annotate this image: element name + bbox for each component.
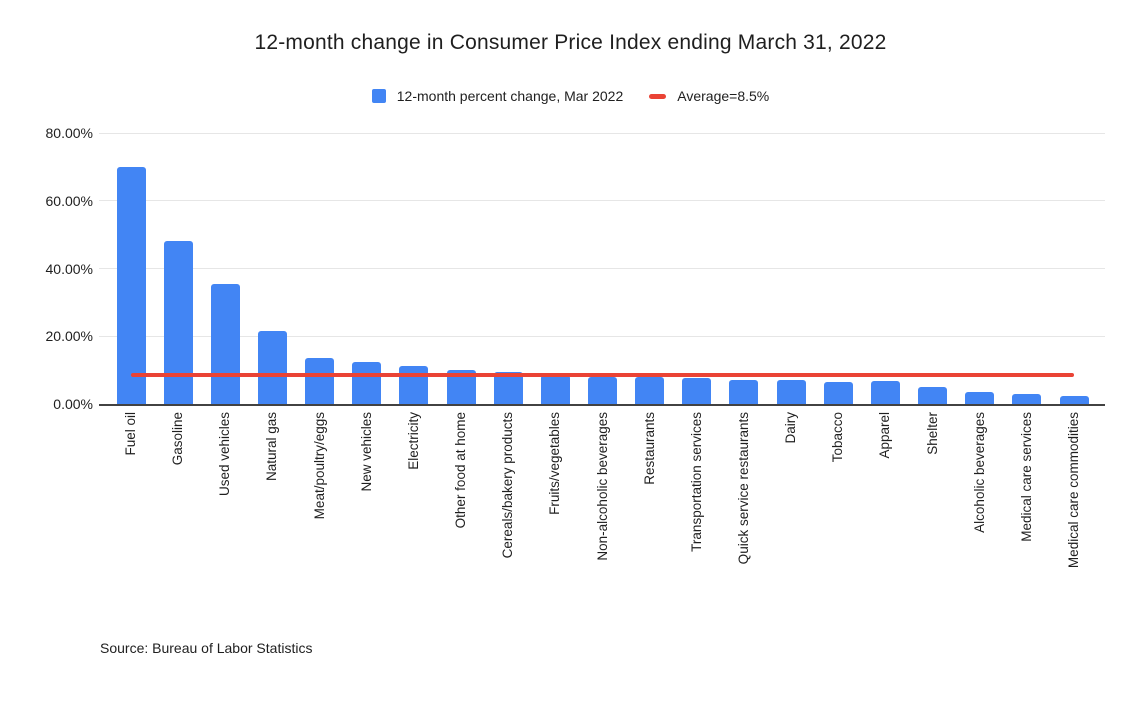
bar[interactable] bbox=[1059, 395, 1089, 404]
bar[interactable] bbox=[399, 366, 429, 404]
legend-series-label: 12-month percent change, Mar 2022 bbox=[396, 88, 624, 104]
bar[interactable] bbox=[1012, 394, 1042, 404]
x-axis-label: Shelter bbox=[924, 412, 940, 455]
bar[interactable] bbox=[635, 376, 665, 404]
bar[interactable] bbox=[210, 284, 240, 404]
x-axis-line bbox=[99, 404, 1105, 406]
y-gridline bbox=[99, 200, 1105, 202]
x-axis-label: Cereals/bakery products bbox=[500, 412, 516, 559]
x-axis-label: Fuel oil bbox=[123, 412, 138, 456]
x-axis-label: Natural gas bbox=[264, 412, 280, 482]
y-axis-tick-label: 20.00% bbox=[45, 328, 93, 345]
bar[interactable] bbox=[493, 372, 523, 404]
x-axis-label: Restaurants bbox=[641, 412, 657, 485]
y-axis-tick-label: 80.00% bbox=[45, 125, 93, 141]
y-gridline bbox=[99, 132, 1105, 134]
x-axis-label: Fruits/vegetables bbox=[547, 412, 563, 515]
bar[interactable] bbox=[870, 380, 900, 404]
x-axis-label: Transportation services bbox=[688, 412, 704, 552]
bar[interactable] bbox=[163, 241, 193, 404]
bar[interactable] bbox=[682, 377, 712, 404]
y-axis-tick-label: 0.00% bbox=[53, 396, 93, 412]
bar[interactable] bbox=[305, 357, 335, 404]
x-axis-label: Medical care services bbox=[1018, 412, 1034, 542]
y-axis-tick-label: 40.00% bbox=[45, 260, 93, 277]
chart-title: 12-month change in Consumer Price Index … bbox=[254, 31, 887, 54]
x-axis-label: Meat/poultry/eggs bbox=[311, 412, 327, 520]
x-axis-label: Other food at home bbox=[453, 412, 469, 529]
x-axis-label: Alcoholic beverages bbox=[971, 412, 987, 533]
bar[interactable] bbox=[588, 376, 617, 404]
average-line-swatch-icon bbox=[649, 93, 667, 99]
x-axis-label: Medical care commodities bbox=[1066, 412, 1081, 569]
chart-legend: 12-month percent change, Mar 2022 Averag… bbox=[0, 88, 1141, 104]
legend-item-series[interactable]: 12-month percent change, Mar 2022 bbox=[371, 88, 624, 104]
x-axis-label: Used vehicles bbox=[217, 412, 233, 497]
series-swatch-icon bbox=[371, 89, 386, 103]
bar[interactable] bbox=[965, 391, 995, 404]
bar[interactable] bbox=[823, 381, 853, 404]
bar[interactable] bbox=[352, 361, 382, 404]
bar[interactable] bbox=[540, 375, 570, 404]
bar[interactable] bbox=[257, 330, 287, 404]
x-axis-label: Dairy bbox=[783, 412, 799, 444]
bar[interactable] bbox=[918, 387, 948, 404]
legend-average-label: Average=8.5% bbox=[677, 88, 770, 104]
x-axis-label: Electricity bbox=[405, 412, 421, 470]
bar[interactable] bbox=[776, 380, 806, 404]
x-axis-label: Non-alcoholic beverages bbox=[594, 412, 610, 561]
average-line[interactable] bbox=[131, 373, 1074, 377]
legend-item-average[interactable]: Average=8.5% bbox=[649, 88, 769, 104]
x-axis-label: New vehicles bbox=[358, 412, 374, 492]
source-note: Source: Bureau of Labor Statistics bbox=[100, 640, 313, 656]
x-axis-label: Apparel bbox=[877, 412, 893, 459]
y-gridline bbox=[99, 335, 1105, 337]
y-axis-tick-label: 60.00% bbox=[45, 192, 93, 209]
x-axis-label: Tobacco bbox=[830, 412, 846, 463]
x-axis-label: Quick service restaurants bbox=[735, 412, 751, 565]
bar[interactable] bbox=[116, 166, 146, 404]
x-axis-label: Gasoline bbox=[170, 412, 186, 466]
bar[interactable] bbox=[729, 379, 759, 404]
y-gridline bbox=[99, 268, 1105, 269]
